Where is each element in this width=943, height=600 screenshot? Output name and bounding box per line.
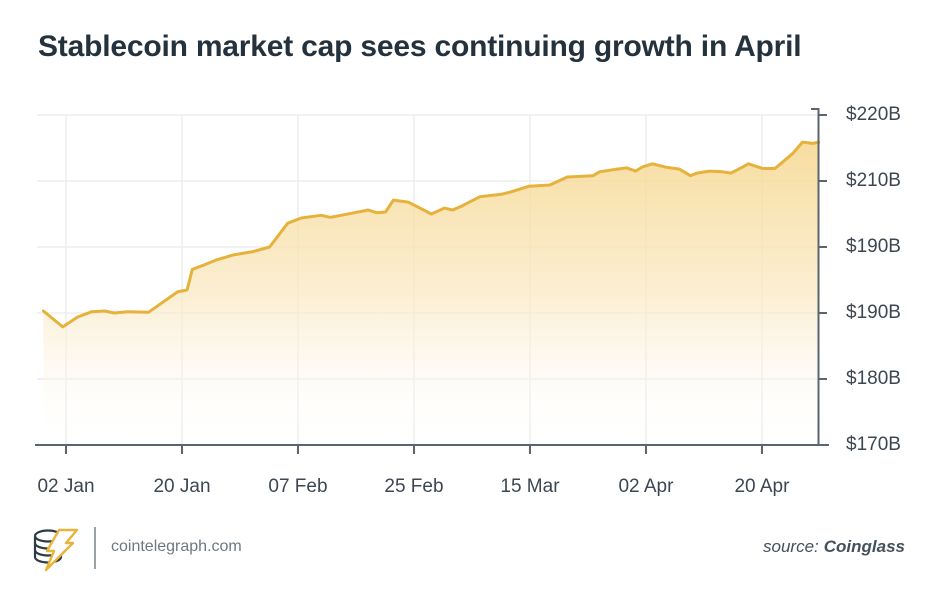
x-axis-tick-label: 15 Mar xyxy=(500,476,560,497)
source-attribution: source: Coinglass xyxy=(763,537,905,557)
y-axis-tick-label: $180B xyxy=(846,368,901,389)
footer-divider xyxy=(94,527,96,569)
x-axis-tick-label: 02 Jan xyxy=(37,476,95,497)
footer: cointelegraph.com source: Coinglass xyxy=(0,520,943,576)
y-axis-tick-label: $190B xyxy=(846,302,901,323)
x-axis-tick-label: 07 Feb xyxy=(268,476,328,497)
source-name: Coinglass xyxy=(823,537,905,556)
x-axis-tick-label: 20 Apr xyxy=(734,476,790,497)
y-axis-tick-label: $210B xyxy=(846,170,901,191)
chart-title: Stablecoin market cap sees continuing gr… xyxy=(38,30,802,63)
brand-domain: cointelegraph.com xyxy=(111,538,242,555)
x-axis-tick-label: 02 Apr xyxy=(618,476,674,497)
y-axis-tick-label: $190B xyxy=(846,236,901,257)
y-axis-tick-label: $170B xyxy=(846,434,901,455)
x-axis-tick-label: 20 Jan xyxy=(153,476,211,497)
y-axis-tick-label: $220B xyxy=(846,104,901,125)
x-axis-tick-label: 25 Feb xyxy=(384,476,444,497)
cointelegraph-logo-icon xyxy=(33,528,79,572)
source-label: source: xyxy=(763,537,819,556)
